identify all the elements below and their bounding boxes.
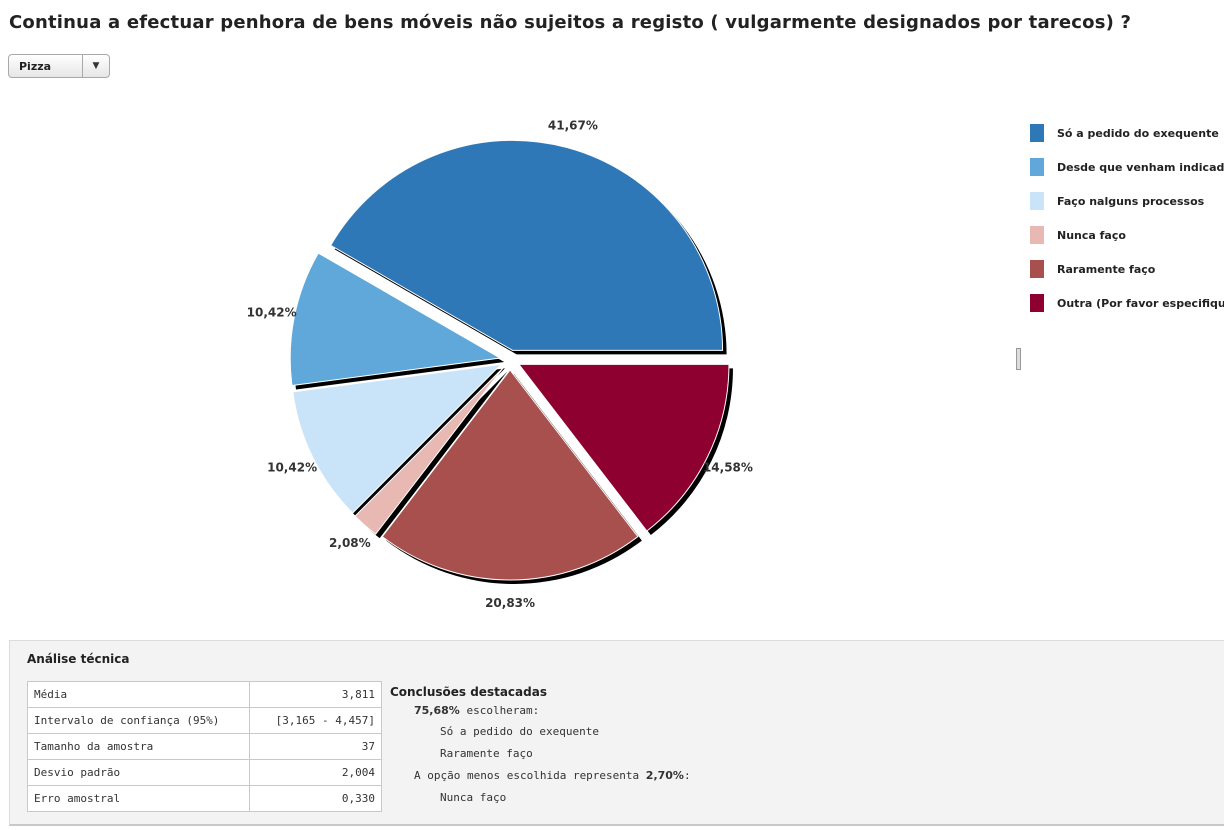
conclusion-option: Raramente faço [440,747,533,760]
pie-slice[interactable] [289,252,502,387]
least-pct: 2,70% [645,769,684,782]
pie-slice[interactable] [381,369,639,581]
legend-swatch [1030,124,1044,142]
legend-label: Faço nalguns processos [1057,194,1205,208]
pie-slice-label: 10,42% [267,461,317,475]
legend-label: Nunca faço [1057,228,1126,242]
slices [289,139,730,581]
stat-label: Intervalo de confiança (95%) [27,707,250,734]
legend-item[interactable]: Desde que venham indicados [1030,158,1224,176]
pie-slice[interactable] [292,363,503,514]
stat-label: Erro amostral [27,785,250,812]
pie-slice-label: 41,67% [548,118,598,132]
legend: Só a pedido do exequente Desde que venha… [1030,124,1224,328]
analysis-title: Análise técnica [27,652,130,666]
pie-slice-label: 20,83% [485,596,535,610]
chosen-pct: 75,68% [414,704,460,717]
stat-value: [3,165 - 4,457] [249,707,382,734]
legend-swatch [1030,192,1044,210]
stat-value: 37 [249,733,382,760]
legend-item[interactable]: Outra (Por favor especifique) [1030,294,1224,312]
conclusions-title: Conclusões destacadas [390,685,547,699]
table-row: Desvio padrão 2,004 [27,759,382,786]
legend-item[interactable]: Faço nalguns processos [1030,192,1224,210]
highlighted-conclusions: Conclusões destacadas 75,68% escolheram:… [390,685,691,804]
chart-type-value: Pizza [19,59,52,73]
legend-item[interactable]: Nunca faço [1030,226,1224,244]
legend-item[interactable]: Raramente faço [1030,260,1224,278]
legend-label: Só a pedido do exequente [1057,126,1219,140]
legend-label: Outra (Por favor especifique) [1057,296,1224,310]
pie-slice-label: 14,58% [703,460,753,474]
legend-swatch [1030,294,1044,312]
table-row: Intervalo de confiança (95%) [3,165 - 4,… [27,707,382,734]
legend-item[interactable]: Só a pedido do exequente [1030,124,1224,142]
conclusion-least: A opção menos escolhida representa 2,70%… [414,769,691,782]
conclusion-option: Só a pedido do exequente [440,725,599,738]
least-text: A opção menos escolhida representa [414,769,646,782]
table-row: Tamanho da amostra 37 [27,733,382,760]
chevron-down-icon[interactable]: ▼ [82,55,109,77]
pie-slice-label: 10,42% [247,306,297,320]
pie-slice[interactable] [330,139,724,351]
legend-scroll-handle[interactable] [1016,348,1021,370]
legend-swatch [1030,158,1044,176]
table-row: Erro amostral 0,330 [27,785,382,812]
chart-type-select[interactable]: Pizza ▼ [8,54,110,78]
table-row: Média 3,811 [27,681,382,708]
slice-labels: 41,67% 10,42% 10,42% 2,08% 20,83% 14,58% [247,118,753,610]
legend-label: Raramente faço [1057,262,1156,276]
stat-value: 3,811 [249,681,382,708]
conclusion-option: Nunca faço [440,791,507,804]
stat-value: 0,330 [249,785,382,812]
technical-analysis-panel: Análise técnica Média 3,811 Intervalo de… [9,640,1224,826]
stat-label: Tamanho da amostra [27,733,250,760]
stats-table: Média 3,811 Intervalo de confiança (95%)… [27,681,382,812]
chart-title: Continua a efectuar penhora de bens móve… [9,12,1132,33]
pie-slice[interactable] [517,363,730,532]
pie-chart: 41,67% 10,42% 10,42% 2,08% 20,83% 14,58% [247,118,753,610]
stat-label: Desvio padrão [27,759,250,786]
least-suffix: : [683,769,691,782]
stat-value: 2,004 [249,759,382,786]
pie-slice[interactable] [354,367,504,535]
legend-swatch [1030,226,1044,244]
pie-slice-label: 2,08% [329,536,371,550]
chosen-text: escolheram: [459,704,540,717]
stat-label: Média [27,681,250,708]
legend-label: Desde que venham indicados [1057,160,1224,174]
conclusion-chosen: 75,68% escolheram: [414,704,539,717]
legend-swatch [1030,260,1044,278]
